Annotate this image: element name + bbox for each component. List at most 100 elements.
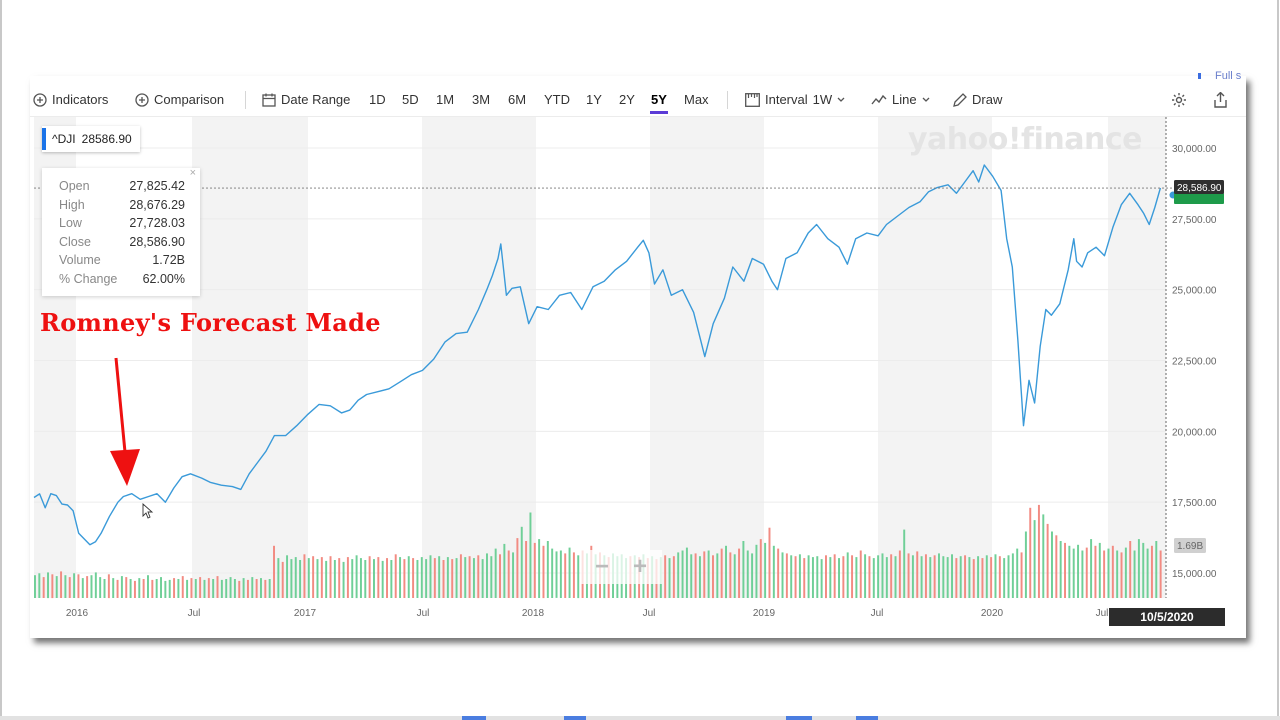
volume-bar [312, 556, 315, 598]
crosshair-date-label: 10/5/2020 [1140, 610, 1194, 624]
range-6m[interactable]: 6M [508, 92, 527, 107]
range-2y[interactable]: 2Y [619, 92, 635, 107]
arrow-head [110, 449, 140, 486]
volume-bar [890, 554, 893, 598]
ohlc-value: 27,728.03 [129, 216, 185, 230]
stock-chart[interactable]: 15,000.00 17,500.00 20,000.00 22,500.00 25,0… [30, 76, 1246, 638]
calendar-icon [262, 93, 276, 107]
y-axis-label: 30,000.00 [1172, 144, 1217, 155]
volume-bar [803, 558, 806, 598]
date-range-button[interactable]: Date Range [262, 90, 350, 110]
range-5d[interactable]: 5D [402, 92, 419, 107]
chart-type-label: Line [892, 92, 917, 107]
x-axis-label: Jul [417, 608, 430, 619]
volume-bar [572, 552, 575, 598]
volume-bar [277, 558, 280, 598]
fullscreen-icon[interactable] [1198, 73, 1201, 79]
volume-bar [351, 559, 354, 598]
volume-bar [468, 556, 471, 598]
volume-bar [555, 551, 558, 598]
volume-bar [720, 548, 723, 598]
share-button[interactable] [1213, 90, 1228, 110]
range-1d[interactable]: 1D [369, 92, 386, 107]
volume-bar [859, 550, 862, 598]
volume-bar [733, 554, 736, 598]
period-band [422, 117, 536, 598]
volume-bar [190, 578, 193, 598]
volume-bar [1042, 514, 1045, 598]
volume-bar [477, 555, 480, 599]
range-3m[interactable]: 3M [472, 92, 491, 107]
zoom-in-button[interactable]: + [632, 553, 647, 580]
volume-bar [946, 557, 949, 598]
volume-bar [1003, 558, 1006, 598]
volume-bar [1037, 504, 1040, 598]
x-axis-label: Jul [871, 608, 884, 619]
zoom-out-button[interactable]: − [594, 553, 609, 580]
range-1m[interactable]: 1M [436, 92, 455, 107]
period-band [878, 117, 992, 598]
volume-bar [790, 555, 793, 599]
current-volume-label: 1.69B [1177, 541, 1203, 552]
volume-bar [55, 576, 58, 598]
volume-bar [442, 560, 445, 598]
volume-bar [499, 554, 501, 598]
volume-bar [81, 578, 84, 598]
window-frame-left [0, 0, 2, 720]
chart-type-dropdown[interactable]: Line [871, 90, 930, 110]
range-ytd[interactable]: YTD [544, 92, 570, 107]
ticker-badge[interactable]: ^DJI 28586.90 [42, 126, 140, 152]
volume-bar [1120, 552, 1123, 598]
chart-panel: 15,000.00 17,500.00 20,000.00 22,500.00 25,0… [30, 70, 1246, 638]
volume-bar [911, 555, 914, 599]
volume-bar [933, 555, 936, 599]
volume-bar [1016, 548, 1019, 598]
price-tag-shadow [1174, 193, 1224, 205]
volume-bar [233, 579, 236, 598]
close-icon[interactable]: × [189, 167, 196, 179]
volume-bar [725, 545, 727, 599]
volume-bar [1155, 541, 1158, 598]
comparison-button[interactable]: Comparison [135, 90, 224, 110]
volume-bar [1124, 547, 1127, 598]
current-volume-tag [1174, 538, 1206, 553]
indicators-button[interactable]: Indicators [33, 90, 108, 110]
chart-toolbar: Full s Indicators Comparison Date Range … [30, 70, 1246, 117]
taskbar-strip [0, 716, 1280, 720]
draw-button[interactable]: Draw [952, 90, 1002, 110]
volume-bar [542, 545, 545, 599]
volume-bar [1159, 550, 1162, 598]
volume-bar [229, 577, 232, 598]
volume-bar [212, 579, 215, 598]
range-max[interactable]: Max [684, 92, 709, 107]
volume-bar [729, 552, 732, 598]
volume-bar [533, 542, 536, 598]
volume-bar [472, 558, 475, 598]
volume-bar [286, 555, 289, 599]
volume-bar [764, 542, 767, 598]
taskbar-highlight [462, 716, 486, 720]
volume-bar [420, 557, 423, 598]
fullscreen-label[interactable]: Full s [1215, 70, 1242, 82]
volume-bar [690, 554, 693, 598]
volume-bar [964, 555, 967, 599]
volume-bar [99, 577, 102, 598]
range-5y[interactable]: 5Y [650, 90, 668, 114]
x-axis-label: Jul [188, 608, 201, 619]
volume-bar [455, 558, 458, 598]
volume-bar [325, 560, 328, 598]
volume-bar [1107, 548, 1110, 598]
volume-bar [707, 550, 710, 598]
volume-bar [685, 547, 688, 598]
volume-bar [794, 556, 797, 598]
plus-circle-icon [33, 93, 47, 107]
volume-bar [807, 555, 810, 599]
settings-button[interactable] [1171, 90, 1187, 110]
range-1y[interactable]: 1Y [586, 92, 602, 107]
interval-dropdown[interactable]: Interval 1W [745, 90, 845, 110]
volume-bar [703, 551, 706, 598]
volume-bar [568, 547, 571, 598]
x-axis-label: Jul [1096, 608, 1109, 619]
y-axis-label: 22,500.00 [1172, 357, 1217, 368]
volume-bar [512, 552, 515, 598]
